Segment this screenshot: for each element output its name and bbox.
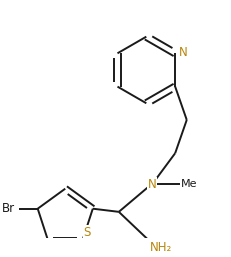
Text: N: N — [148, 178, 156, 191]
Text: Me: Me — [181, 179, 197, 189]
Text: Br: Br — [2, 202, 15, 215]
Text: N: N — [179, 46, 187, 59]
Text: NH₂: NH₂ — [150, 241, 172, 254]
Text: S: S — [84, 226, 91, 239]
